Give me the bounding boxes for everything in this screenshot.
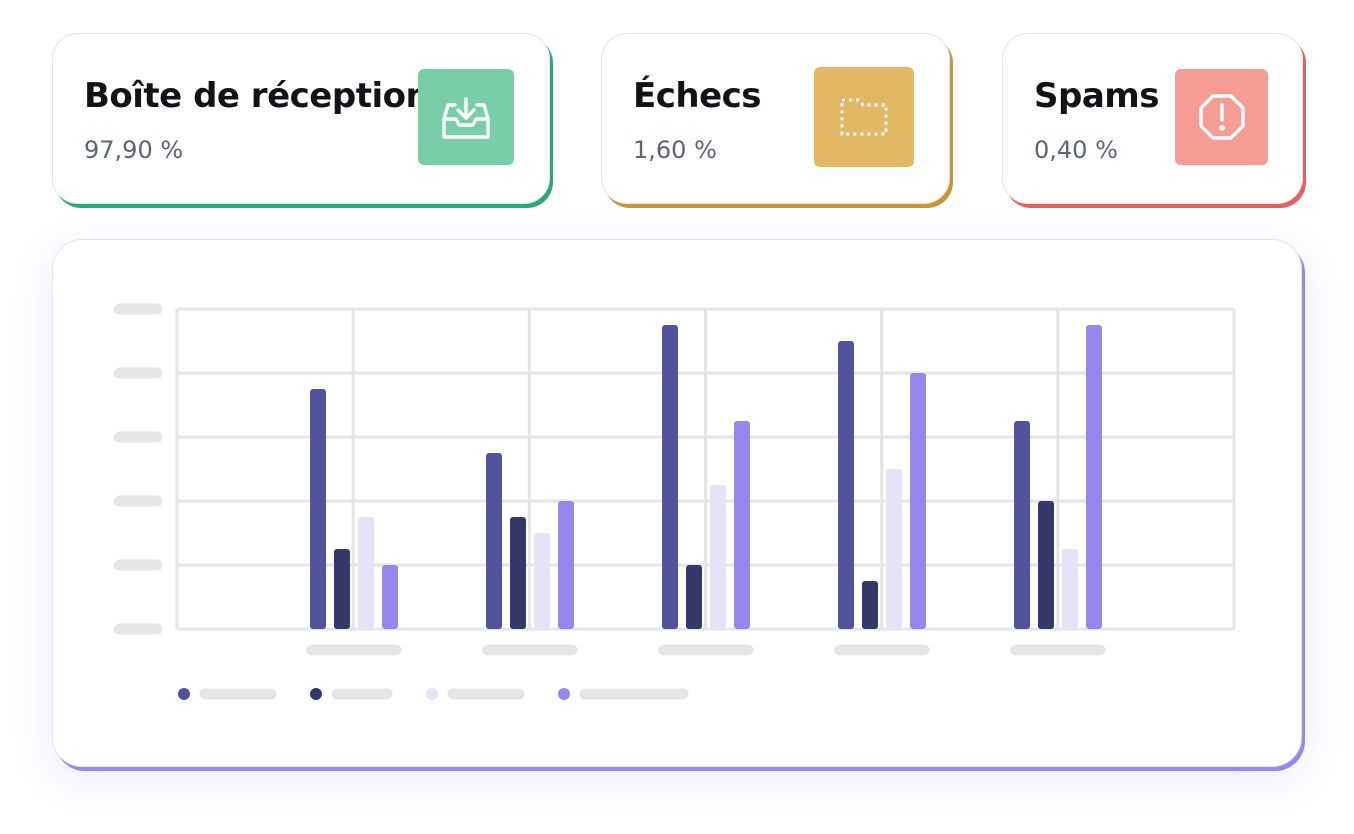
chart-bar [382, 565, 398, 629]
bar-chart [113, 303, 1236, 700]
stat-card-inbox[interactable]: Boîte de réception 97,90 % [52, 33, 550, 204]
chart-bar [710, 485, 726, 629]
chart-bar [486, 453, 502, 629]
chart-bar [534, 533, 550, 629]
chart-card [52, 239, 1302, 767]
stat-title: Boîte de réception [84, 76, 430, 116]
legend-dot [558, 688, 570, 700]
chart-bar [910, 373, 926, 629]
octagon-alert-icon [1175, 69, 1268, 165]
legend-dot [178, 688, 190, 700]
chart-bar [310, 389, 326, 629]
chart-bar [1062, 549, 1078, 629]
stat-title: Échecs [633, 76, 762, 116]
dashed-folder-icon [814, 67, 914, 167]
chart-bar [1086, 325, 1102, 629]
legend-dot [426, 688, 438, 700]
stat-value: 97,90 % [84, 136, 184, 164]
stat-title: Spams [1034, 76, 1159, 116]
inbox-download-icon [418, 69, 514, 165]
chart-bar [734, 421, 750, 629]
chart-bar [1014, 421, 1030, 629]
stat-card-failures[interactable]: Échecs 1,60 % [601, 33, 950, 204]
chart-bar [886, 469, 902, 629]
chart-bar [558, 501, 574, 629]
legend-dot [310, 688, 322, 700]
chart-bar [662, 325, 678, 629]
chart-bar [334, 549, 350, 629]
chart-bar [1038, 501, 1054, 629]
chart-bar [838, 341, 854, 629]
chart-bar [686, 565, 702, 629]
stat-value: 0,40 % [1034, 136, 1118, 164]
chart-bar [358, 517, 374, 629]
chart-bar [862, 581, 878, 629]
chart-bar [510, 517, 526, 629]
stat-value: 1,60 % [633, 136, 717, 164]
stat-card-spams[interactable]: Spams 0,40 % [1002, 33, 1303, 204]
